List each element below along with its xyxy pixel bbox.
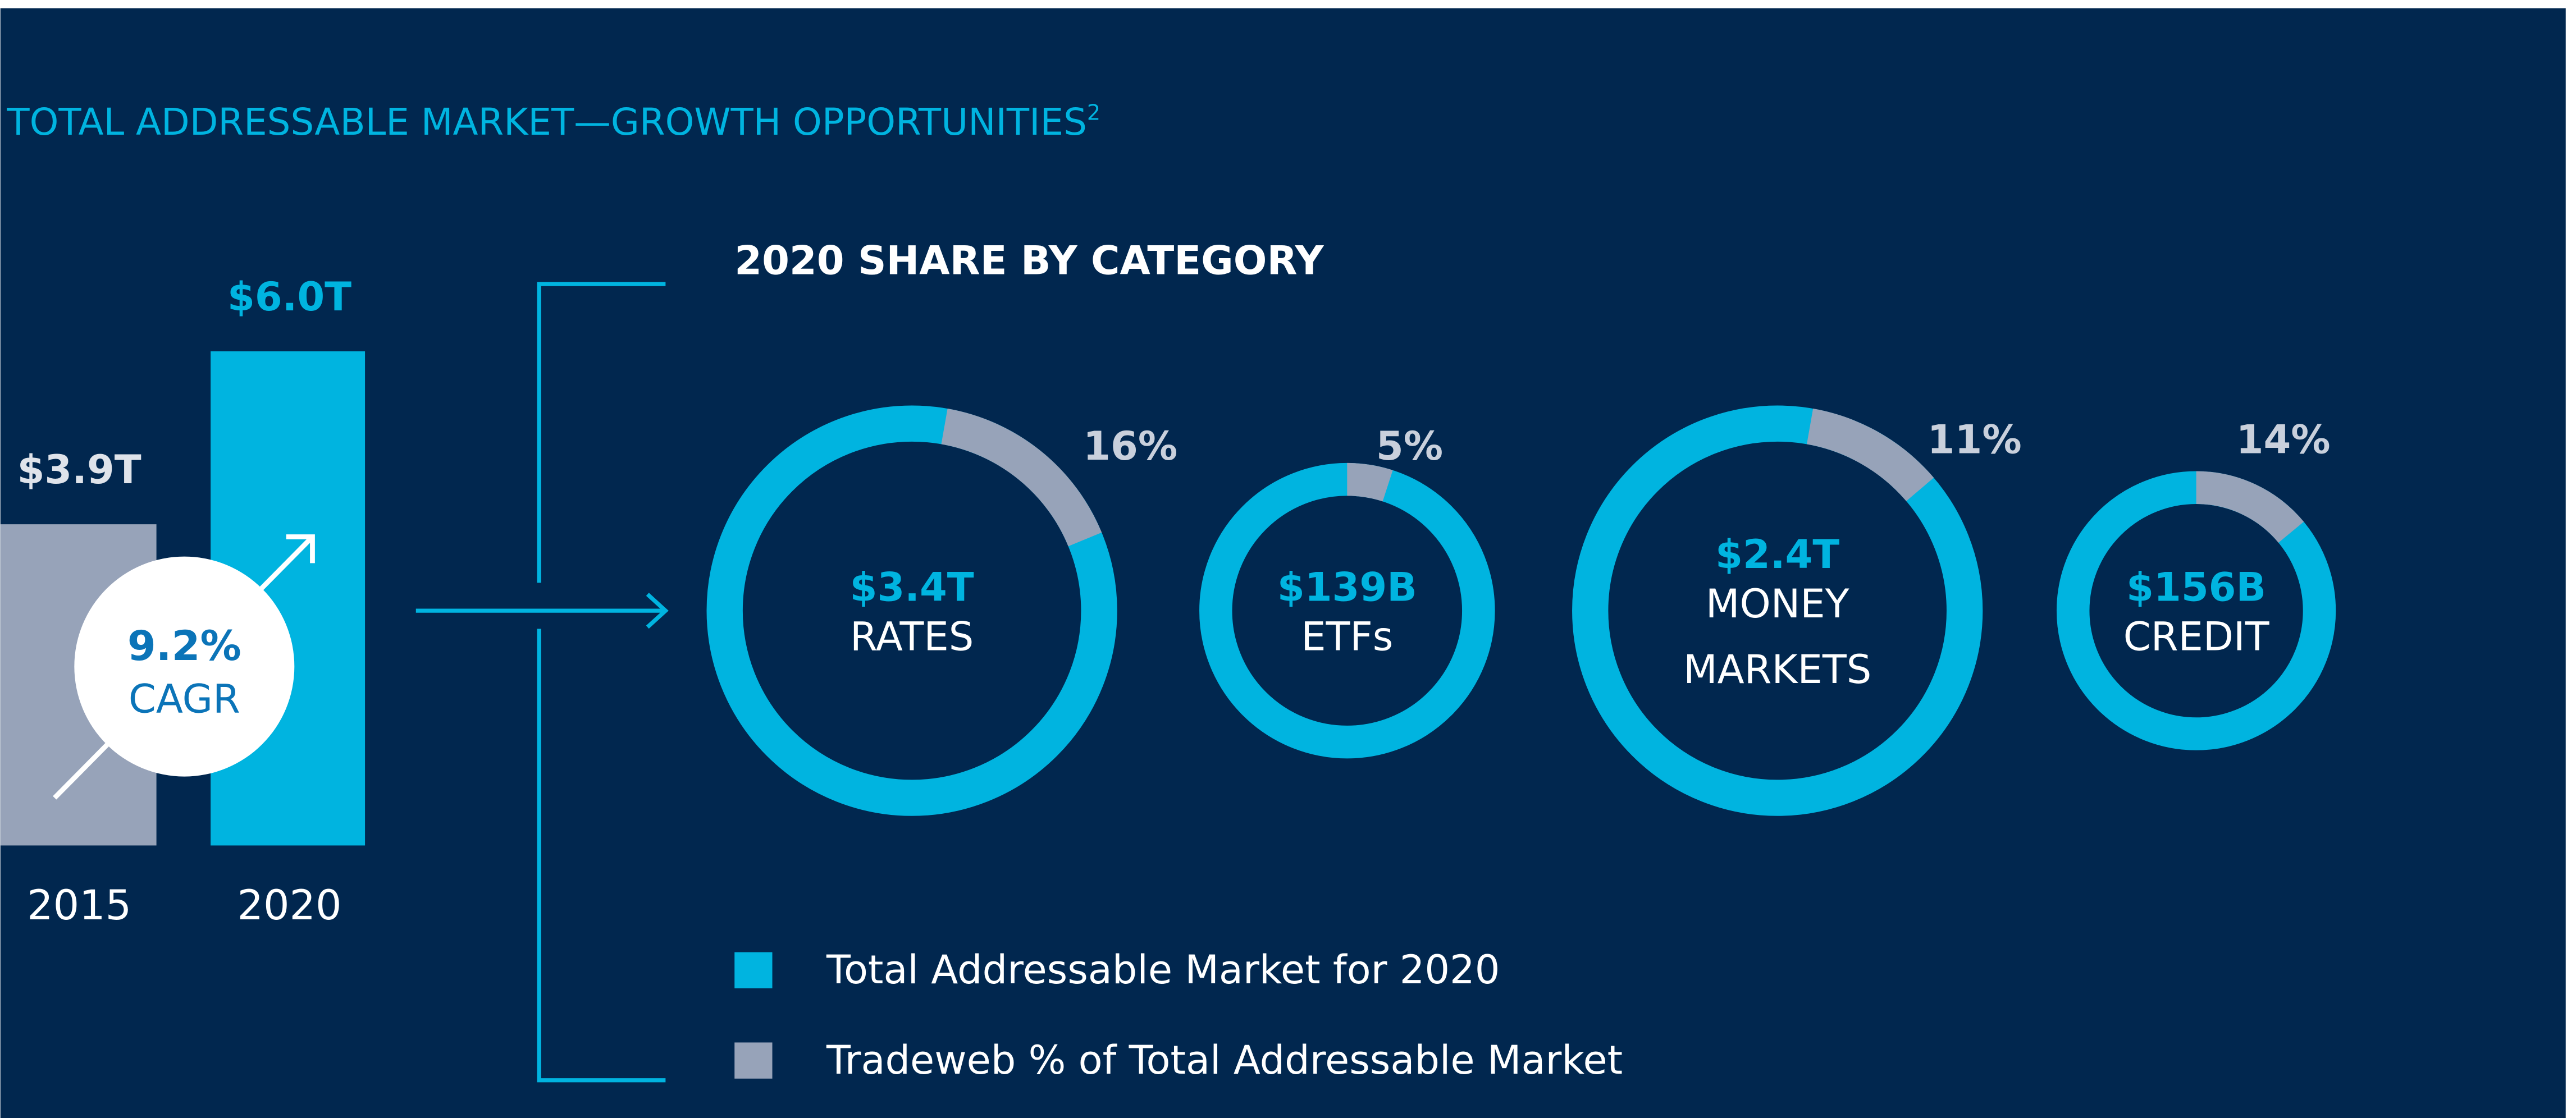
- donut-tradeweb-share-segment: [941, 409, 1102, 547]
- donut-tam-ring: [1572, 405, 1983, 816]
- donut-total-label: $156B: [2126, 565, 2266, 611]
- donut-category-label: ETFs: [1301, 613, 1393, 659]
- cagr-badge: [74, 556, 295, 777]
- bar-value-label: $6.0T: [227, 274, 351, 320]
- tam-bar-chart: $3.9T 2015 $6.0T 2020 9.2% CAGR: [0, 274, 366, 929]
- share-label: 11%: [1928, 416, 2022, 462]
- donut-total-label: $3.4T: [850, 565, 974, 611]
- connector-arrow-head: [646, 593, 669, 629]
- donut-total-label: $2.4T: [1715, 531, 1839, 578]
- donut-section-title: 2020 SHARE BY CATEGORY: [734, 237, 1324, 283]
- share-label: 5%: [1376, 423, 1443, 469]
- cagr-label: CAGR: [129, 676, 240, 722]
- donut-category-label: MONEY: [1706, 581, 1850, 627]
- background: [0, 8, 2566, 1118]
- legend-swatch: [734, 1042, 773, 1079]
- donut-tradeweb-share-segment: [1806, 409, 1934, 502]
- bracket-connector: [415, 282, 669, 1083]
- donut-tradeweb-share-segment: [2195, 471, 2304, 543]
- donut-tradeweb-share-segment: [1346, 462, 1393, 502]
- donut-category-label: CREDIT: [2123, 613, 2270, 659]
- bracket-bottom: [537, 629, 666, 1083]
- donut-category-label: MARKETS: [1683, 647, 1871, 693]
- title-footnote: 2: [1087, 100, 1100, 125]
- share-label: 14%: [2236, 416, 2331, 462]
- donut-total-label: $139B: [1277, 565, 1417, 611]
- legend: Total Addressable Market for 2020 Tradewe…: [734, 947, 1623, 1083]
- donut-category-label: RATES: [850, 613, 974, 659]
- share-label: 16%: [1083, 423, 1177, 469]
- bracket-top: [537, 282, 666, 583]
- x-tick-label: 2020: [237, 882, 342, 929]
- bar-value-label: $3.9T: [17, 447, 141, 493]
- legend-label: Tradeweb % of Total Addressable Market: [826, 1037, 1623, 1083]
- cagr-value: 9.2%: [127, 622, 241, 670]
- x-tick-label: 2015: [27, 882, 131, 929]
- growth-arrow-head: [286, 534, 315, 563]
- legend-label: Total Addressable Market for 2020: [826, 947, 1500, 993]
- donut-tam-ring: [706, 405, 1117, 816]
- main-title: TOTAL ADDRESSABLE MARKET—GROWTH OPPORTUN…: [6, 100, 1100, 144]
- legend-swatch: [734, 952, 773, 988]
